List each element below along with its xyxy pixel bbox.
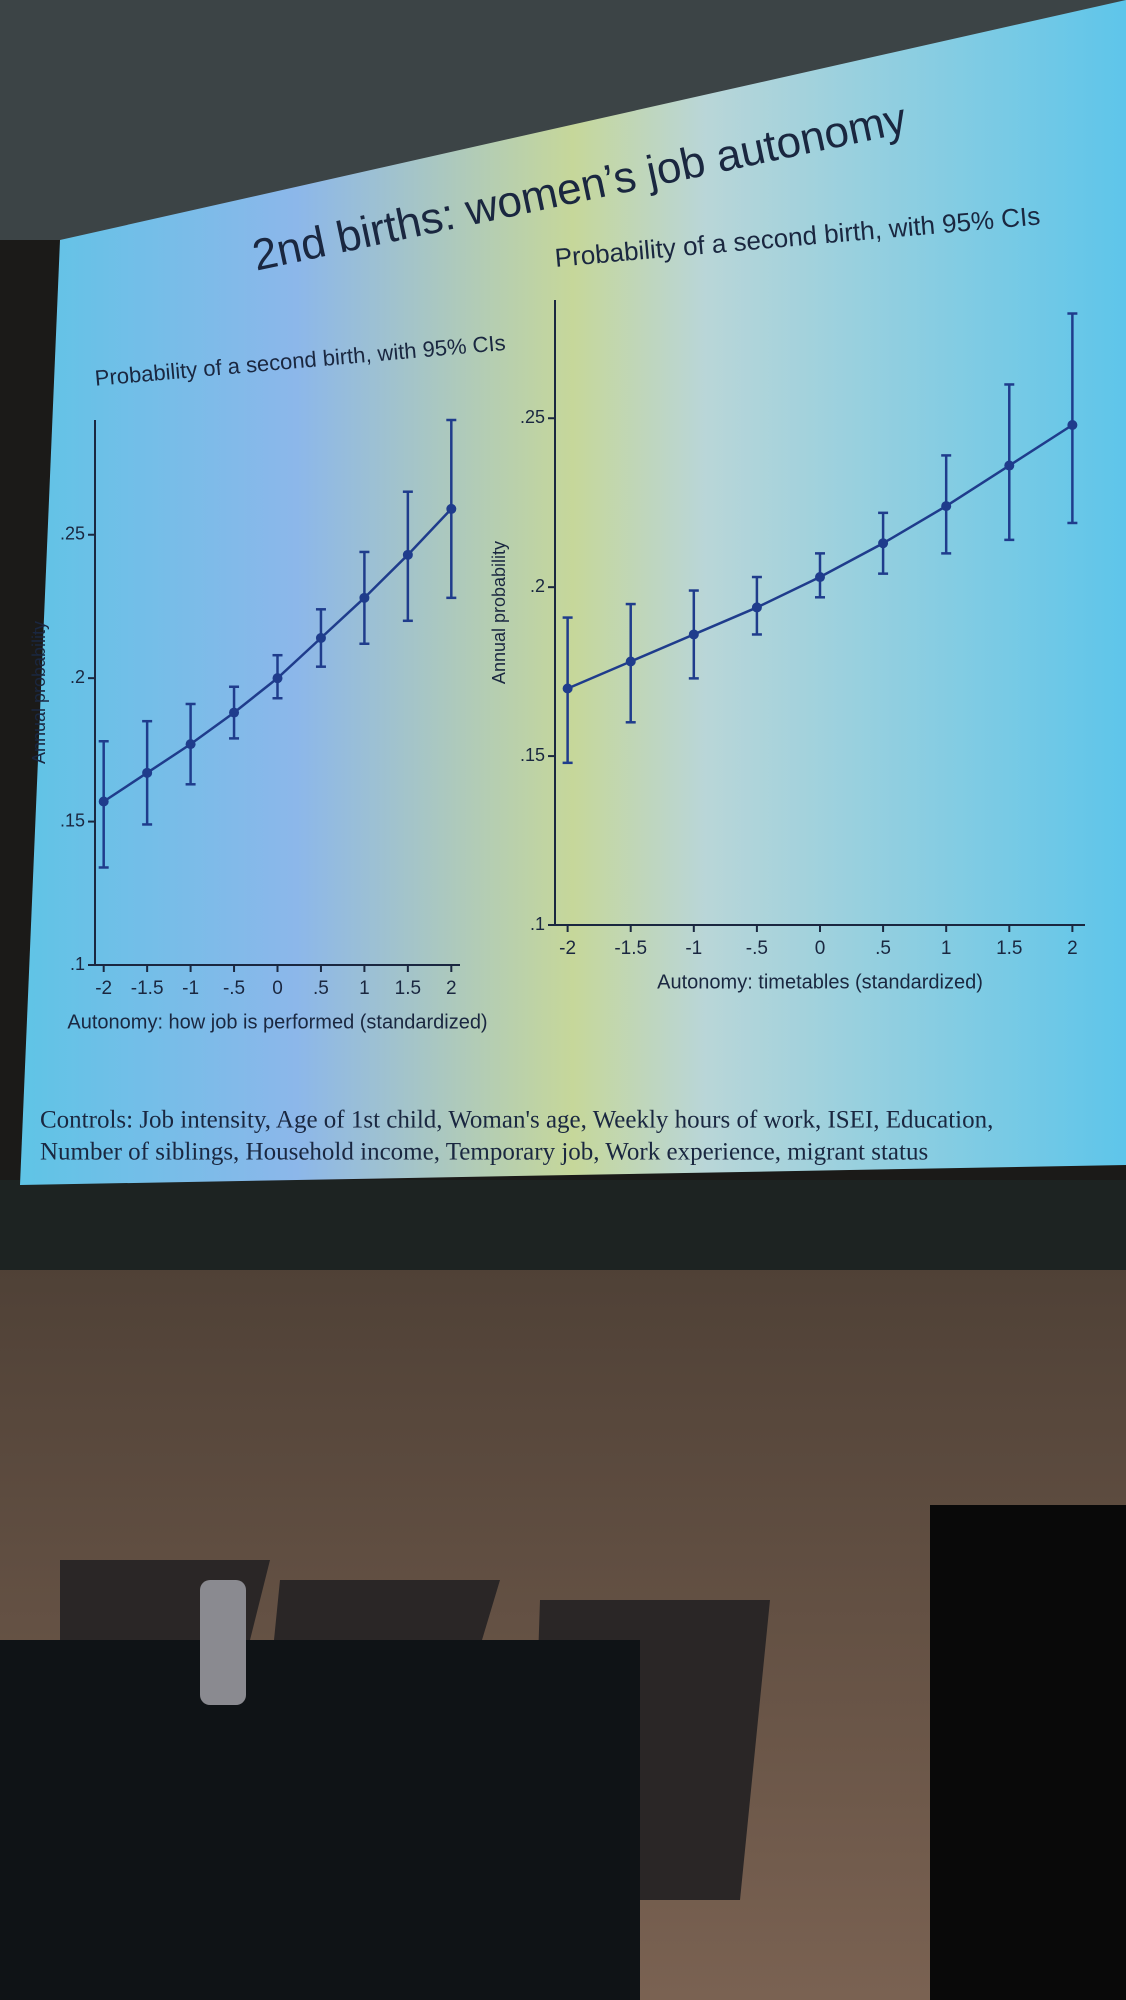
point bbox=[815, 572, 825, 583]
y-tick-label: .1 bbox=[530, 914, 545, 934]
point bbox=[941, 501, 952, 512]
y-tick-label: .15 bbox=[520, 745, 545, 765]
x-tick-label: -1 bbox=[182, 978, 199, 999]
point bbox=[751, 602, 762, 613]
screen-frame bbox=[0, 1180, 1126, 1270]
x-tick-label: -1 bbox=[685, 938, 702, 959]
x-tick-label: -.5 bbox=[746, 938, 768, 959]
controls-line: Controls: Job intensity, Age of 1st chil… bbox=[40, 1107, 993, 1134]
y-axis-label: Annual probability bbox=[29, 621, 49, 764]
point bbox=[1004, 460, 1015, 471]
y-tick-label: .25 bbox=[60, 523, 85, 543]
x-tick-label: -2 bbox=[95, 978, 112, 999]
x-tick-label: 1.5 bbox=[996, 938, 1022, 959]
x-tick-label: .5 bbox=[875, 938, 891, 959]
point bbox=[625, 656, 636, 667]
x-tick-label: 1 bbox=[359, 978, 370, 999]
x-tick-label: 0 bbox=[815, 938, 826, 959]
point bbox=[185, 739, 196, 750]
point bbox=[229, 707, 240, 718]
x-tick-label: .5 bbox=[313, 978, 329, 999]
lectern bbox=[930, 1505, 1126, 2000]
bottle bbox=[200, 1580, 246, 1705]
point bbox=[142, 767, 153, 778]
controls-line: Number of siblings, Household income, Te… bbox=[40, 1139, 928, 1166]
point bbox=[1067, 420, 1078, 430]
table bbox=[0, 1640, 640, 2000]
point bbox=[359, 592, 370, 603]
x-tick-label: 2 bbox=[1067, 938, 1078, 959]
point bbox=[272, 673, 283, 684]
y-tick-label: .2 bbox=[70, 667, 85, 687]
x-tick-label: -1.5 bbox=[131, 978, 164, 999]
x-tick-label: -.5 bbox=[223, 978, 245, 999]
point bbox=[402, 549, 413, 560]
point bbox=[688, 629, 699, 640]
point bbox=[878, 538, 889, 549]
y-tick-label: .15 bbox=[60, 810, 85, 830]
y-tick-label: .1 bbox=[70, 954, 85, 974]
x-axis-label: Autonomy: how job is performed (standard… bbox=[67, 1011, 487, 1033]
point bbox=[98, 796, 109, 807]
x-tick-label: 1 bbox=[941, 938, 952, 959]
x-tick-label: -1.5 bbox=[614, 938, 647, 959]
x-tick-label: 1.5 bbox=[395, 978, 421, 999]
point bbox=[562, 683, 573, 694]
y-tick-label: .2 bbox=[530, 576, 545, 596]
point bbox=[446, 503, 457, 514]
y-axis-label: Annual probability bbox=[489, 541, 509, 684]
slide bbox=[20, 0, 1126, 1185]
y-tick-label: .25 bbox=[520, 407, 545, 427]
x-axis-label: Autonomy: timetables (standardized) bbox=[657, 971, 983, 993]
x-tick-label: -2 bbox=[559, 938, 576, 959]
x-tick-label: 2 bbox=[446, 978, 457, 999]
point bbox=[315, 633, 326, 643]
x-tick-label: 0 bbox=[272, 978, 283, 999]
